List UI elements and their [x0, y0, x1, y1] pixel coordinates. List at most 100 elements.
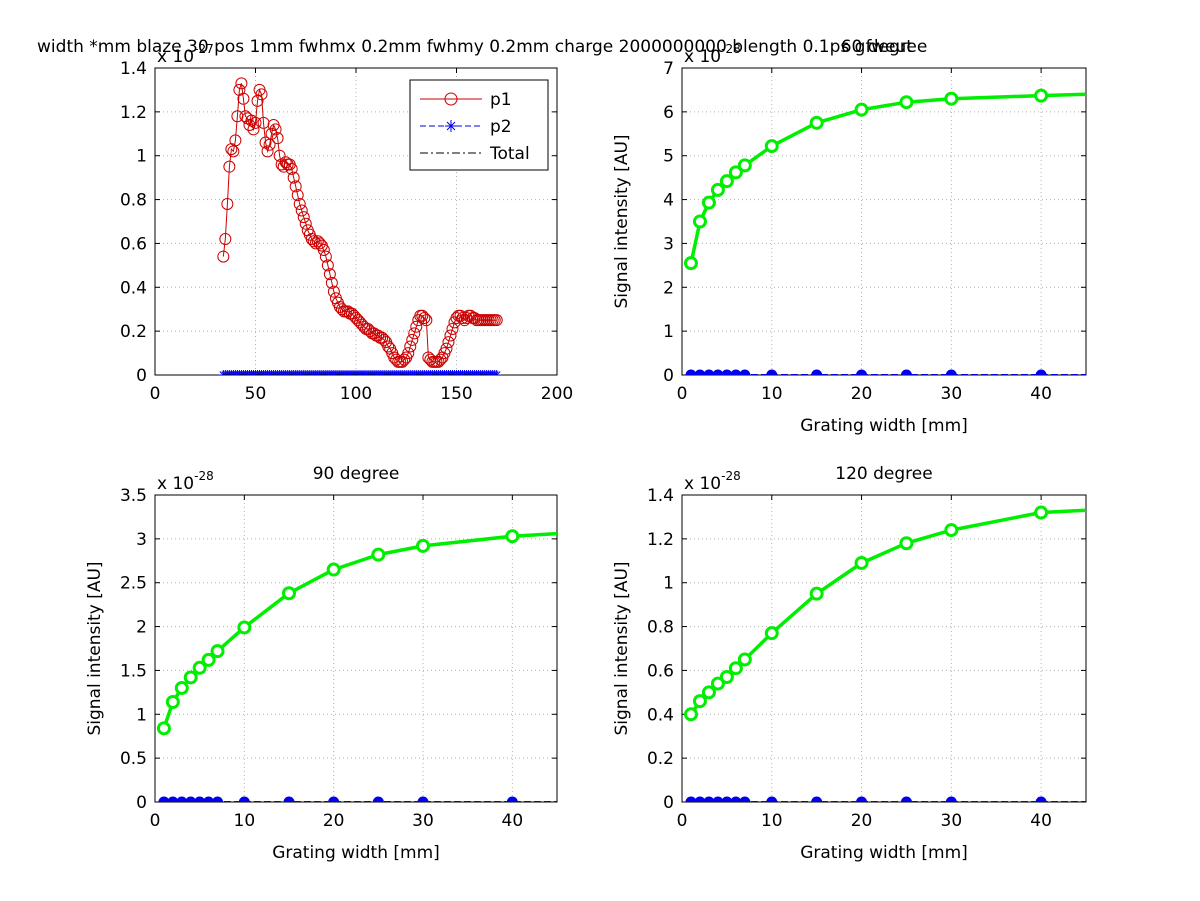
series-layer [683, 505, 1086, 802]
data-point-blue [238, 796, 250, 802]
y-tick-label: 1.2 [120, 103, 147, 123]
data-point-green [944, 523, 959, 538]
chart-2: 0 10 20 30 40 0 1 2 3 4 5 6 7 x 10-28 60 degree Grating… [612, 37, 1087, 436]
data-point-p1 [454, 309, 467, 322]
x-tick-label: 0 [150, 811, 161, 831]
data-point-p1 [402, 347, 415, 360]
y-tick-label: 3 [663, 234, 674, 254]
y-tick-label: 0.6 [120, 234, 147, 254]
data-point-blue [856, 796, 868, 802]
data-point-p1 [444, 329, 457, 342]
legend: p1 p2 Total [409, 79, 549, 171]
data-point-blue [721, 796, 733, 802]
chart-4: 0 10 20 30 40 0 0.2 0.4 0.6 0.8 1 1.2 1.4 x 10-28 120 … [612, 464, 1087, 863]
data-point-green [201, 652, 216, 667]
data-point-p1 [295, 204, 308, 217]
data-point-p1 [354, 316, 367, 329]
data-point-p1 [313, 237, 326, 250]
data-point-green [719, 670, 734, 685]
y-tick-label: 5 [663, 147, 674, 167]
plot-area [682, 68, 1086, 375]
y-exponent-power: -28 [194, 469, 214, 483]
data-point-p1 [440, 342, 453, 355]
data-point-green [326, 562, 341, 577]
data-point-green [854, 555, 869, 570]
chart-title: 60 degree [841, 37, 928, 57]
data-point-blue [703, 796, 715, 802]
data-point-p1 [309, 237, 322, 250]
data-point-p1 [285, 162, 298, 175]
y-tick-label: 0.4 [647, 705, 674, 725]
data-point-p1 [219, 233, 232, 246]
data-point-p1 [237, 92, 250, 105]
data-point-p1 [229, 134, 242, 147]
data-point-green [710, 182, 725, 197]
y-tick-label: 3.5 [120, 486, 147, 506]
data-point-p1 [221, 197, 234, 210]
data-point-p1 [289, 180, 302, 193]
data-point-green [692, 214, 707, 229]
x-tick-label: 0 [677, 811, 688, 831]
data-point-blue [766, 369, 778, 375]
data-point-green [371, 547, 386, 562]
data-point-p1 [293, 197, 306, 210]
y-tick-label: 0.4 [120, 278, 147, 298]
x-tick-label: 200 [541, 384, 573, 404]
data-point-p1 [249, 116, 262, 129]
data-point-blue [185, 796, 197, 802]
y-tick-label: 2 [663, 278, 674, 298]
data-point-p1 [247, 123, 260, 136]
data-point-p1 [271, 132, 284, 145]
x-tick-label: 20 [851, 811, 873, 831]
data-point-green [282, 586, 296, 601]
y-tick-label: 0 [136, 366, 147, 386]
data-point-green [854, 102, 869, 117]
data-point-blue [328, 796, 340, 802]
data-point-blue [730, 796, 742, 802]
y-tick-label: 0.8 [120, 191, 147, 211]
data-point-p1 [327, 285, 340, 298]
plot-area [682, 495, 1086, 802]
data-point-green [692, 694, 707, 709]
y-tick-label: 1.4 [647, 486, 674, 506]
data-point-green [192, 660, 207, 675]
data-point-green [237, 620, 252, 635]
x-tick-label: 30 [412, 811, 434, 831]
data-point-p1 [432, 355, 445, 368]
data-point-blue [417, 796, 429, 802]
data-point-blue [811, 369, 823, 375]
x-tick-label: 40 [1030, 811, 1052, 831]
y-axis-label: Signal intensity [AU] [612, 134, 632, 308]
y-tick-label: 1 [136, 705, 147, 725]
y-tick-label: 0 [136, 793, 147, 813]
data-point-p1 [398, 353, 411, 366]
data-point-green [1034, 88, 1049, 103]
data-point-blue [203, 796, 215, 802]
data-point-green [683, 707, 698, 722]
data-point-green [1034, 505, 1049, 520]
data-point-green [165, 695, 180, 710]
data-point-blue [283, 796, 295, 802]
data-point-p1 [418, 311, 431, 324]
y-tick-label: 1 [663, 574, 674, 594]
y-exponent-label: x 10-28 [684, 469, 741, 494]
y-tick-label: 2.5 [120, 574, 147, 594]
y-exponent-label: x 10-28 [157, 469, 214, 494]
data-point-green [416, 538, 430, 553]
data-point-p1 [235, 77, 248, 90]
data-point-blue [212, 796, 224, 802]
y-exponent-power: -27 [194, 42, 214, 56]
y-tick-label: 1.2 [647, 530, 674, 550]
data-point-p1 [223, 160, 236, 173]
data-point-p1 [456, 311, 469, 324]
data-point-blue [1035, 369, 1047, 375]
x-tick-label: 0 [150, 384, 161, 404]
data-point-p1 [352, 314, 365, 327]
data-point-green [156, 721, 171, 736]
data-point-blue [703, 369, 715, 375]
series-layer [683, 88, 1086, 375]
y-tick-label: 0.5 [120, 749, 147, 769]
data-point-p1 [420, 314, 433, 327]
data-point-p1 [356, 318, 369, 331]
data-point-green [899, 536, 914, 551]
